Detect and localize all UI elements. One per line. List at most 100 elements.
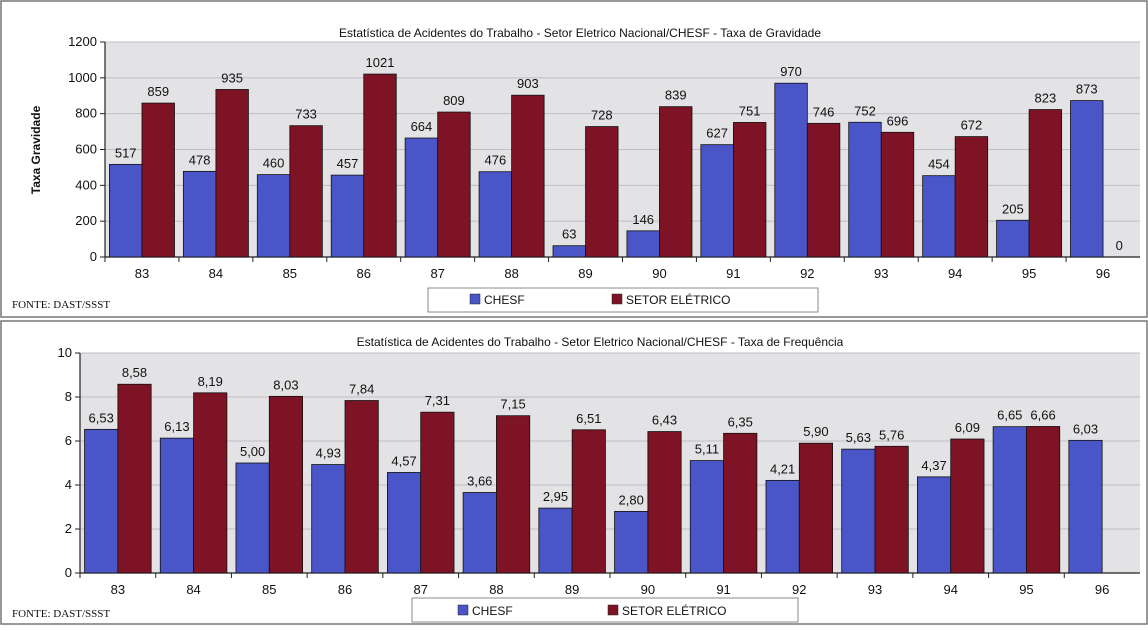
chart-2-y-tick-label: 4	[65, 477, 72, 492]
chart-2-x-tick-label: 93	[868, 582, 882, 597]
chart-2-bar-setor	[344, 400, 379, 574]
chart-2-y-tick-label: 2	[65, 521, 72, 536]
chart-1-legend-swatch-setor	[611, 293, 623, 305]
chart-1-data-label-setor: 0	[1116, 238, 1123, 253]
chart-2-y-tick-label: 0	[65, 565, 72, 580]
chart-2-bar-chesf	[1068, 439, 1103, 574]
chart-1-data-label-setor: 672	[961, 118, 983, 133]
chart-2-data-label-chesf: 5,11	[695, 442, 719, 457]
chart-1-bar-setor	[806, 122, 841, 258]
chart-2-x-tick-label: 92	[792, 582, 806, 597]
chart-2-data-label-chesf: 4,21	[770, 461, 795, 476]
chart-2-bar-chesf	[159, 437, 194, 574]
chart-2-bar-chesf	[84, 428, 119, 574]
chart-2-data-label-chesf: 5,63	[846, 430, 871, 445]
chart-1-bar-setor	[141, 102, 175, 258]
chart-1-data-label-chesf: 460	[263, 156, 285, 171]
chart-2-data-label-setor: 8,19	[198, 374, 223, 389]
chart-1-bar-setor	[1028, 109, 1063, 258]
chart-2-bar-chesf	[235, 462, 270, 574]
chart-1-x-tick-label: 91	[726, 266, 740, 281]
chart-2-data-label-chesf: 4,57	[391, 453, 416, 468]
chart-1-y-tick-label: 800	[75, 106, 97, 121]
chart-2-x-tick-label: 90	[641, 582, 655, 597]
chart-2-bar-chesf	[765, 479, 800, 574]
chart-1-data-label-setor: 823	[1035, 91, 1057, 106]
chart-1-source: FONTE: DAST/SSST	[12, 299, 110, 311]
chart-2-data-label-chesf: 6,03	[1073, 421, 1098, 436]
chart-2-bar-chesf	[462, 492, 497, 574]
chart-2-data-label-chesf: 2,80	[619, 492, 644, 507]
chart-1-data-label-chesf: 146	[632, 212, 654, 227]
chart-2-bar-setor	[496, 415, 531, 574]
chart-2-legend: CHESF SETOR ELÉTRICO	[411, 597, 799, 623]
chart-1-bar-setor	[289, 125, 323, 258]
chart-2-bar-chesf	[311, 464, 346, 574]
chart-2-data-label-chesf: 5,00	[240, 444, 265, 459]
chart-2-bar-chesf	[841, 448, 876, 574]
chart-1-legend-label-setor: SETOR ELÉTRICO	[626, 292, 730, 307]
chart-1-bar-setor	[659, 106, 693, 258]
chart-2-bar-setor	[798, 442, 833, 574]
chart-1-bar-setor	[585, 126, 619, 258]
chart-1-y-tick-label: 1200	[68, 34, 97, 49]
chart-1-y-tick-label: 1000	[68, 70, 97, 85]
chart-2-data-label-setor: 5,90	[803, 424, 828, 439]
chart-2-x-tick-label: 89	[565, 582, 579, 597]
chart-2-data-label-setor: 8,58	[122, 365, 147, 380]
chart-2-y-tick-label: 8	[65, 389, 72, 404]
chart-1-y-tick-label: 600	[75, 142, 97, 157]
chart-1-x-tick-label: 87	[430, 266, 444, 281]
chart-1-x-tick-label: 84	[209, 266, 223, 281]
chart-2-x-tick-label: 95	[1019, 582, 1033, 597]
chart-1-bar-setor	[954, 136, 989, 258]
chart-2-data-label-setor: 7,31	[425, 393, 450, 408]
chart-1-bar-setor	[215, 89, 249, 258]
chart-1-data-label-setor: 746	[813, 104, 835, 119]
chart-1-data-label-setor: 809	[443, 93, 465, 108]
chart-1-legend-label-chesf: CHESF	[484, 293, 525, 307]
chart-1-x-tick-label: 86	[357, 266, 371, 281]
chart-1-bar-chesf	[330, 174, 365, 258]
chart-2-x-tick-label: 84	[186, 582, 200, 597]
chart-2-bar-setor	[647, 431, 682, 574]
chart-1-data-label-chesf: 970	[780, 64, 802, 79]
chart-2-y-tick-label: 10	[58, 345, 72, 360]
chart-2-bar-setor	[193, 392, 228, 574]
chart-2-bar-setor	[268, 395, 303, 574]
chart-2-legend-label-setor: SETOR ELÉTRICO	[622, 603, 726, 618]
chart-2-data-label-chesf: 6,53	[89, 410, 114, 425]
chart-2-legend-swatch-setor	[607, 604, 619, 616]
chart-1-bar-chesf	[922, 175, 956, 258]
chart-1-data-label-setor: 728	[591, 108, 613, 123]
chart-2-bar-chesf	[992, 426, 1027, 574]
chart-1-legend-swatch-chesf	[469, 293, 481, 305]
chart-1-x-tick-label: 85	[283, 266, 297, 281]
chart-2-bar-setor	[1026, 426, 1061, 574]
chart-2-data-label-chesf: 6,65	[997, 408, 1022, 423]
chart-1-data-label-chesf: 205	[1002, 201, 1024, 216]
chart-2-data-label-setor: 6,09	[955, 420, 980, 435]
chart-1-data-label-chesf: 627	[706, 126, 728, 141]
chart-1-title: Estatística de Acidentes do Trabalho - S…	[339, 26, 821, 40]
chart-1-y-tick-label: 400	[75, 177, 97, 192]
chart-2-source: FONTE: DAST/SSST	[12, 608, 110, 620]
chart-1-y-tick-label: 0	[90, 249, 97, 264]
chart-1-data-label-setor: 1021	[366, 55, 395, 70]
chart-2-data-label-setor: 6,43	[652, 413, 677, 428]
chart-2-data-label-chesf: 2,95	[543, 489, 568, 504]
chart-2-bar-chesf	[689, 460, 724, 574]
chart-1-x-tick-label: 88	[504, 266, 518, 281]
chart-2-x-tick-label: 91	[716, 582, 730, 597]
chart-1-y-axis-label: Taxa Gravidade	[29, 105, 43, 194]
chart-1-bar-chesf	[109, 163, 143, 258]
chart-2-x-tick-label: 87	[413, 582, 427, 597]
chart-1-x-tick-label: 90	[652, 266, 666, 281]
chart-1-data-label-setor: 751	[739, 103, 761, 118]
chart-1-bar-chesf	[626, 230, 660, 258]
chart-1-bar-setor	[363, 73, 397, 258]
chart-1-bar-setor	[437, 111, 471, 258]
chart-2-bar-setor	[420, 411, 455, 574]
chart-2-data-label-setor: 5,76	[879, 427, 904, 442]
chart-1-data-label-chesf: 457	[337, 156, 359, 171]
